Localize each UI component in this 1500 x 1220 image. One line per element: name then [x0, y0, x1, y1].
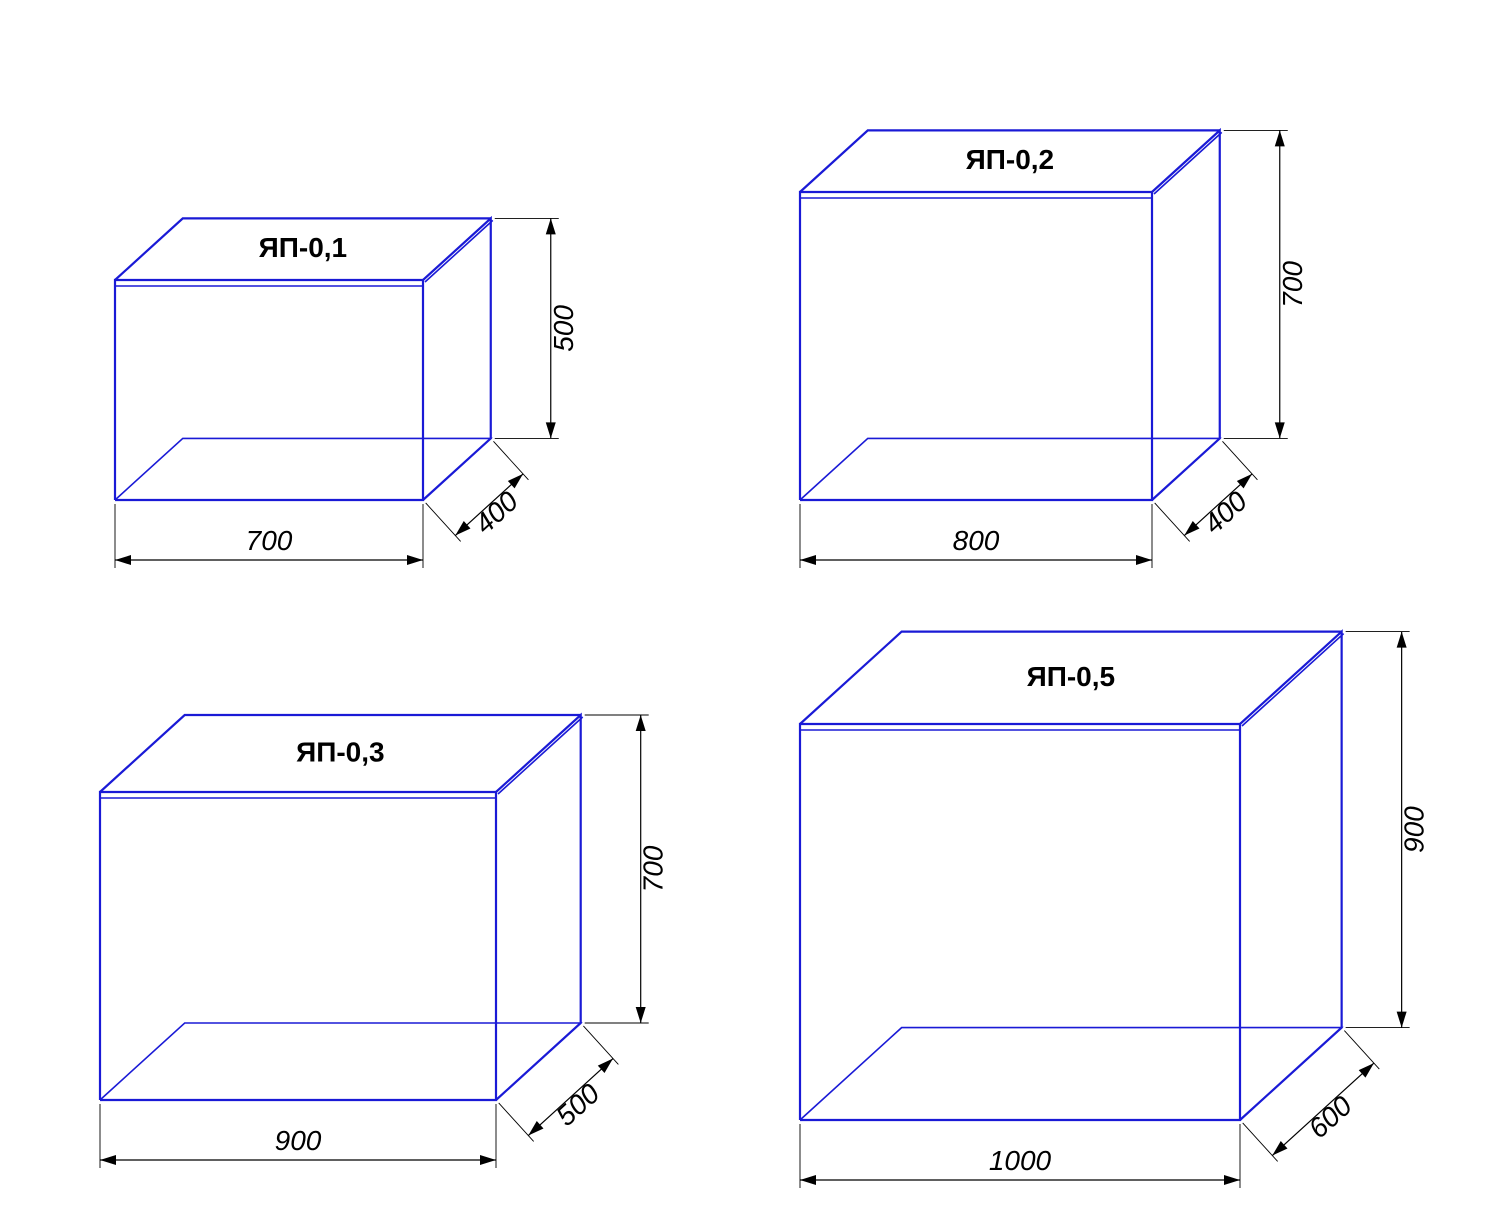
box-ЯП-0,5: ЯП-0,5 1000 900 600: [800, 632, 1430, 1188]
box-title: ЯП-0,2: [966, 144, 1055, 175]
dim-height: 700: [638, 845, 669, 892]
dim-depth: 400: [1198, 485, 1254, 540]
box-title: ЯП-0,5: [1027, 661, 1116, 692]
box-ЯП-0,2: ЯП-0,2 800 700 400: [800, 130, 1308, 568]
box-ЯП-0,3: ЯП-0,3 900 700 500: [100, 715, 669, 1168]
dim-width: 900: [275, 1125, 322, 1156]
box-ЯП-0,1: ЯП-0,1 700 500 400: [115, 218, 579, 568]
dim-height: 700: [1277, 261, 1308, 308]
technical-drawing: ЯП-0,1 700 500 400 ЯП-0,2 800 700 400 ЯП-0,3 900 7…: [0, 0, 1500, 1220]
dim-height: 900: [1399, 806, 1430, 853]
dim-depth: 500: [550, 1077, 606, 1132]
dim-width: 700: [246, 525, 293, 556]
dim-depth: 400: [469, 485, 525, 540]
box-title: ЯП-0,3: [296, 737, 385, 768]
dim-width: 800: [953, 525, 1000, 556]
dim-height: 500: [548, 305, 579, 352]
dim-depth: 600: [1302, 1090, 1358, 1145]
dim-width: 1000: [989, 1145, 1052, 1176]
box-title: ЯП-0,1: [259, 232, 348, 263]
